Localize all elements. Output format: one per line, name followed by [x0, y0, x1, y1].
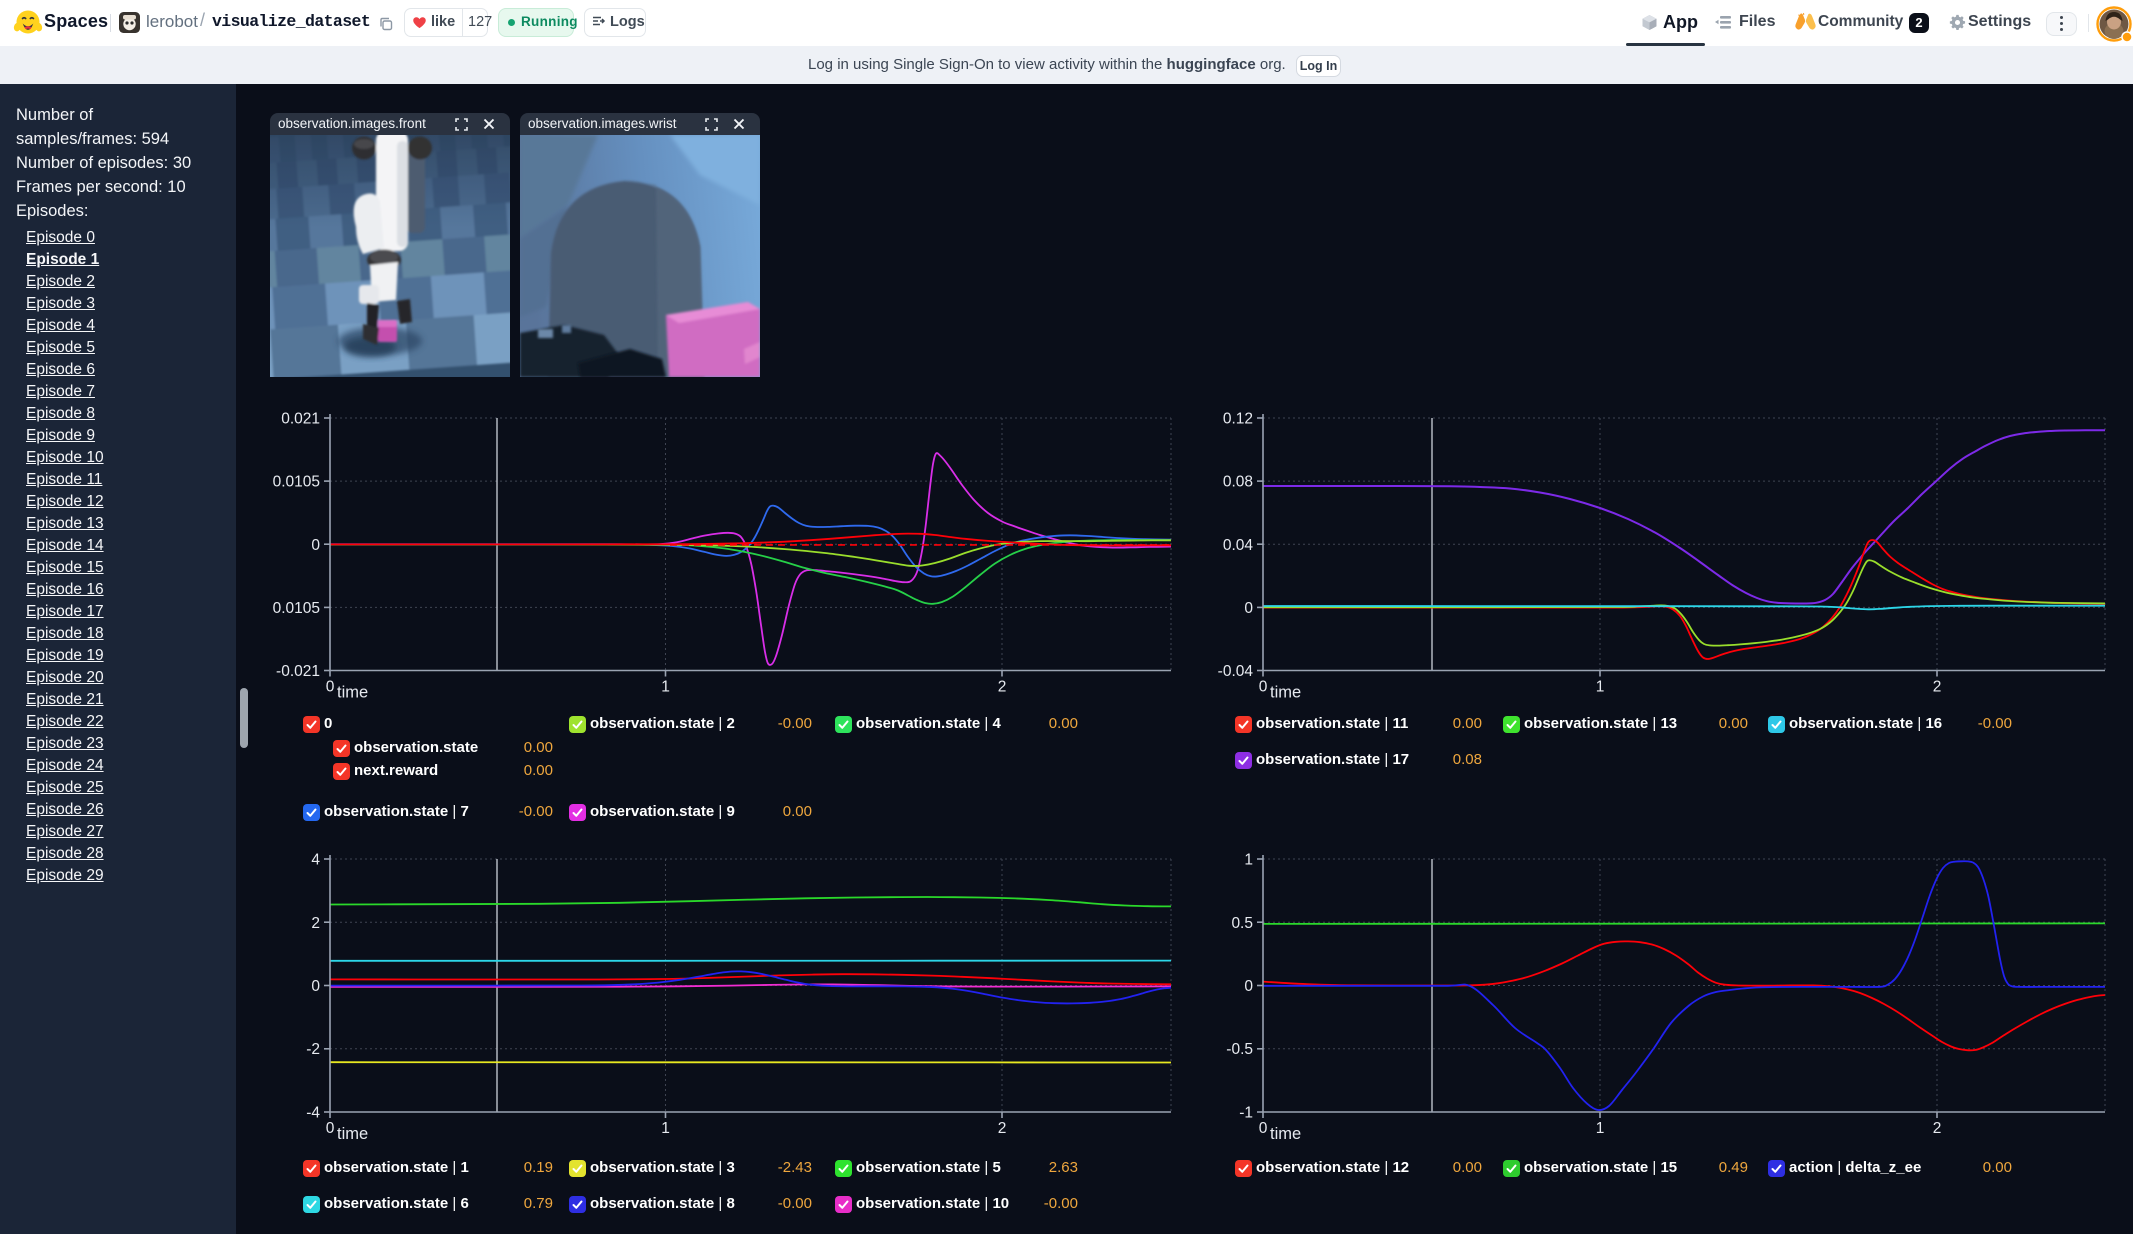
svg-text:0: 0	[1259, 679, 1268, 696]
svg-text:2: 2	[1933, 1120, 1942, 1137]
svg-text:0.5: 0.5	[1231, 915, 1253, 932]
svg-text:0: 0	[326, 1120, 335, 1137]
svg-text:-0.021: -0.021	[276, 663, 320, 680]
svg-text:0.021: 0.021	[281, 411, 320, 428]
svg-text:-0.5: -0.5	[1226, 1041, 1253, 1058]
svg-text:1: 1	[1244, 852, 1253, 869]
svg-text:4: 4	[311, 852, 320, 869]
svg-text:0: 0	[1259, 1120, 1268, 1137]
svg-text:0: 0	[326, 679, 335, 696]
svg-text:2: 2	[311, 915, 320, 932]
svg-text:0: 0	[311, 978, 320, 995]
svg-text:-4: -4	[306, 1105, 320, 1122]
svg-text:time: time	[337, 684, 368, 702]
svg-text:2: 2	[1933, 679, 1942, 696]
svg-text:0.0105: 0.0105	[273, 474, 320, 491]
svg-text:-1: -1	[1239, 1105, 1253, 1122]
svg-text:1: 1	[661, 679, 670, 696]
svg-text:0.0105: 0.0105	[273, 600, 320, 617]
svg-text:time: time	[1270, 684, 1301, 702]
svg-text:-0.04: -0.04	[1218, 663, 1254, 680]
svg-text:0.04: 0.04	[1223, 537, 1254, 554]
svg-text:0: 0	[1244, 600, 1253, 617]
svg-text:1: 1	[661, 1120, 670, 1137]
svg-text:1: 1	[1596, 1120, 1605, 1137]
svg-text:0.12: 0.12	[1223, 411, 1253, 428]
svg-text:1: 1	[1596, 679, 1605, 696]
svg-text:0: 0	[311, 537, 320, 554]
svg-text:2: 2	[998, 679, 1007, 696]
svg-text:2: 2	[998, 1120, 1007, 1137]
svg-text:0: 0	[1244, 978, 1253, 995]
svg-text:time: time	[1270, 1125, 1301, 1143]
svg-text:-2: -2	[306, 1041, 320, 1058]
svg-text:0.08: 0.08	[1223, 474, 1253, 491]
svg-text:time: time	[337, 1125, 368, 1143]
